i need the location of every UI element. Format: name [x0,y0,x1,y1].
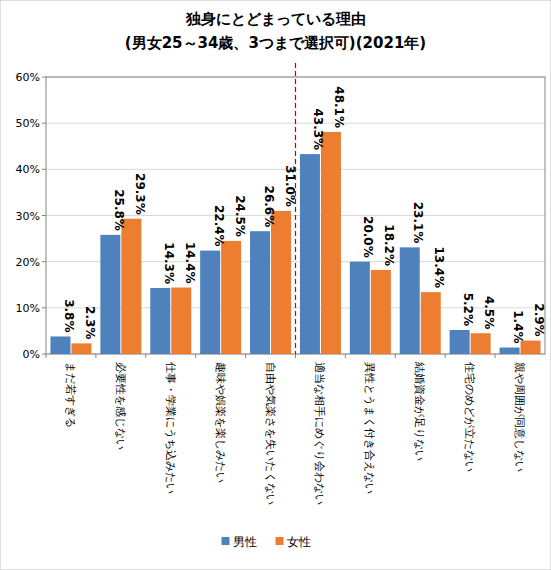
bar [150,288,170,354]
category-tick [395,354,396,358]
tick-mark [42,261,46,262]
legend-swatch [222,537,230,545]
category-tick [195,354,196,358]
grid-line [46,261,545,262]
category-label: 自由や気楽さを失いたくない [264,362,277,505]
bar [400,247,420,354]
data-label: 18.2% [382,224,396,266]
data-label: 13.4% [432,246,446,288]
tick-mark [42,307,46,308]
tick-label: 60% [16,71,40,84]
data-label: 14.4% [183,242,197,284]
bar [250,231,270,354]
category-tick [295,354,296,358]
subtitle: (男女25～34歳、3つまで選択可)(2021年) [125,34,426,52]
category-label: 親や周囲が同意しない [513,362,526,472]
bar [321,132,341,354]
data-label: 48.1% [332,86,346,128]
bar [300,154,320,354]
tick-mark [42,215,46,216]
bar [71,343,91,354]
data-label: 43.3% [311,108,325,150]
legend: 男性 女性 [222,535,311,549]
tick-label: 20% [16,256,40,269]
tick-label: 40% [16,163,40,176]
bar [371,270,391,354]
data-label: 25.8% [112,189,126,231]
bar [450,330,470,354]
category-label: 必要性を感じない [114,362,127,450]
category-label: 異性とうまく付き合えない [363,362,376,494]
category-label: 住宅のめどが立たない [463,362,476,472]
bar [100,235,120,354]
data-label: 3.8% [62,299,76,332]
data-label: 14.3% [162,242,176,284]
data-label: 26.6% [262,186,276,228]
bar [500,348,520,354]
data-label: 4.5% [482,296,496,329]
category-tick [145,354,146,358]
bar [471,333,491,354]
category-tick [345,354,346,358]
data-label: 22.4% [212,205,226,247]
data-label: 1.4% [511,310,525,343]
category-tick [445,354,446,358]
legend-label: 男性 [233,535,257,549]
bar [200,251,220,354]
data-label: 2.9% [532,303,546,336]
data-label: 5.2% [461,293,475,326]
bar [121,219,141,354]
tick-label: 10% [16,302,40,315]
tick-label: 30% [16,210,40,223]
data-label: 29.3% [133,173,147,215]
category-label: 適当な相手にめぐり会わない [313,362,326,505]
bar [50,336,70,354]
tick-mark [42,77,46,78]
tick-label: 0% [23,348,40,361]
category-label: 結婚資金が足りない [413,361,426,461]
data-label: 23.1% [411,202,425,244]
bar [171,288,191,354]
separator [295,63,296,354]
tick-mark [42,123,46,124]
category-label: 趣味や娯楽を楽しみたい [214,362,227,483]
bar [350,262,370,354]
chart: 独身にとどまっている理由 (男女25～34歳、3つまで選択可)(2021年) 0% 1… [0,0,551,570]
tick-mark [42,354,46,355]
tick-mark [42,169,46,170]
background [0,0,551,570]
category-tick [46,354,47,358]
bar [221,241,241,354]
category-label: 仕事・学業にうち込みたい [164,362,177,494]
category-label: まだ若すぎる [64,362,77,428]
category-tick [495,354,496,358]
data-label: 31.0% [283,165,297,207]
legend-swatch [276,537,284,545]
tick-label: 50% [16,117,40,130]
title: 独身にとどまっている理由 [185,10,366,28]
data-label: 24.5% [233,195,247,237]
bar [421,292,441,354]
bar [271,211,291,354]
data-label: 20.0% [361,216,375,258]
legend-label: 女性 [287,535,311,549]
category-tick [245,354,246,358]
data-label: 2.3% [83,306,97,339]
category-tick [95,354,96,358]
